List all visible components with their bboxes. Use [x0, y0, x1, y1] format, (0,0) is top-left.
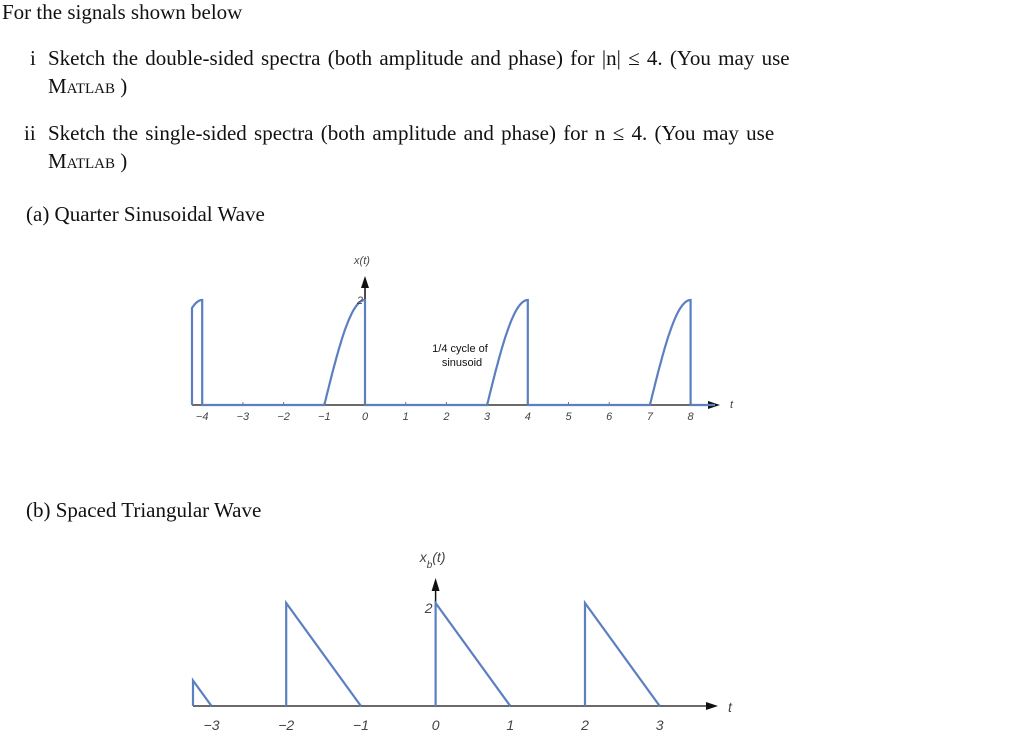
y-tick-label-a: 2	[356, 295, 363, 307]
y-tick-label-b: 2	[424, 600, 433, 616]
intro-text: For the signals shown below	[2, 0, 243, 24]
x-tick-label-b: 2	[580, 717, 589, 733]
x-tick-label-b: 3	[656, 717, 664, 733]
item-ii-line2: Matlab )	[48, 149, 128, 173]
x-tick-label-b: 1	[506, 717, 514, 733]
signal-ramp-b	[285, 599, 362, 707]
x-tick-label-a: 7	[647, 411, 654, 423]
x-tick-label-b: −3	[204, 717, 220, 733]
item-ii-marker: ii	[24, 121, 36, 145]
signal-ramp-b	[434, 599, 512, 707]
part-a-label: (a) Quarter Sinusoidal Wave	[26, 202, 265, 226]
x-tick-label-a: 6	[606, 411, 613, 423]
signal-ramp-b	[583, 599, 661, 707]
y-axis-label-a: x(t)	[353, 255, 370, 267]
x-axis-label-a: t	[730, 399, 734, 411]
x-tick-label-a: −2	[277, 411, 290, 423]
part-b-label: (b) Spaced Triangular Wave	[26, 498, 262, 522]
x-axis-arrow-b	[706, 702, 718, 710]
x-tick-label-a: −4	[196, 411, 209, 423]
x-tick-label-b: −2	[278, 717, 294, 733]
x-axis-label-b: t	[728, 699, 733, 715]
x-tick-label-a: −3	[237, 411, 250, 423]
item-i-marker: i	[30, 46, 36, 70]
x-tick-label-a: 3	[484, 411, 491, 423]
item-i-line1: Sketch the double-sided spectra (both am…	[48, 46, 790, 70]
x-tick-label-a: 1	[403, 411, 409, 423]
y-axis-arrow-b	[431, 578, 440, 591]
x-tick-label-a: 4	[525, 411, 531, 423]
x-tick-label-a: 2	[442, 411, 449, 423]
x-tick-label-a: −1	[318, 411, 331, 423]
x-tick-label-b: 0	[432, 717, 440, 733]
x-tick-label-a: 5	[565, 411, 572, 423]
x-tick-label-a: 8	[688, 411, 695, 423]
annotation-line-2: sinusoid	[442, 357, 482, 369]
signal-ramp-b	[191, 677, 213, 707]
y-axis-label-b: xb(t)	[419, 549, 446, 571]
y-axis-arrow-a	[361, 276, 369, 288]
x-tick-label-b: −1	[353, 717, 369, 733]
annotation-line-1: 1/4 cycle of	[432, 343, 489, 355]
x-tick-label-a: 0	[362, 411, 369, 423]
signal-curve-a	[190, 298, 716, 407]
item-ii-line1: Sketch the single-sided spectra (both am…	[48, 121, 775, 145]
item-i-line2: Matlab )	[48, 74, 128, 98]
